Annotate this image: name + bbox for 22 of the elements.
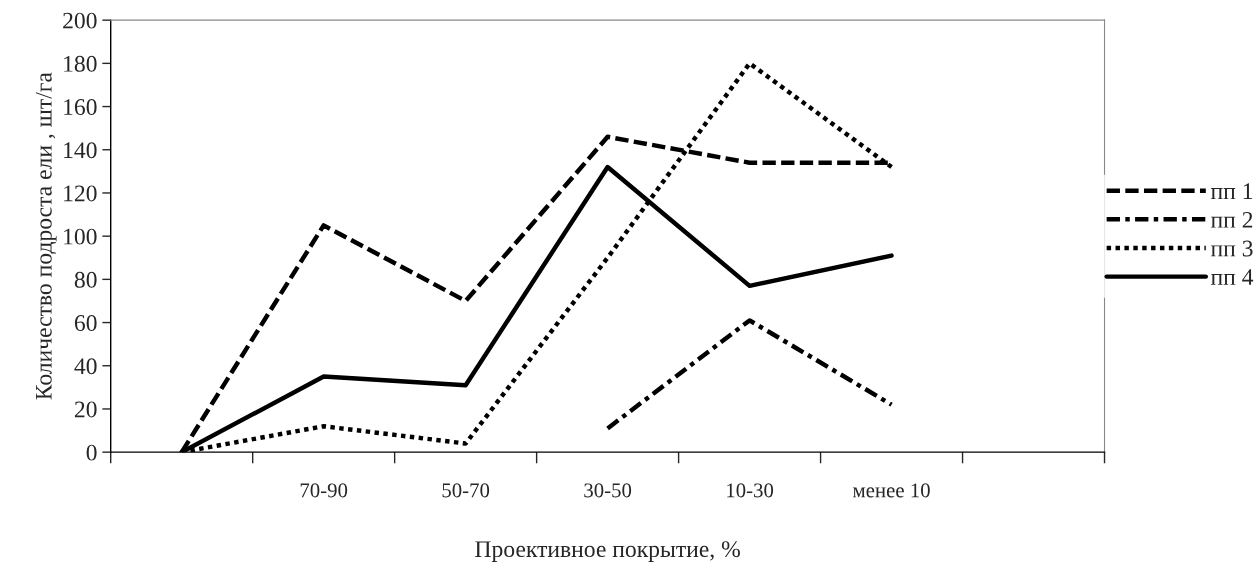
y-tick-label: 140 xyxy=(64,142,97,159)
y-tick-label: 80 xyxy=(74,271,97,288)
legend-label: пп 2 xyxy=(1210,211,1253,228)
legend-label: пп 4 xyxy=(1210,269,1254,285)
y-tick-label: 160 xyxy=(64,99,97,115)
y-tick-label: 60 xyxy=(74,315,97,331)
y-axis-title: Количество подроста ели , шт/га xyxy=(35,72,57,400)
legend-label: пп 1 xyxy=(1210,183,1253,199)
y-tick-label: 0 xyxy=(86,444,97,461)
x-tick-label: менее 10 xyxy=(852,483,930,498)
y-tick-label: 120 xyxy=(64,185,97,202)
x-tick-label: 50-70 xyxy=(442,483,490,498)
y-tick-label: 100 xyxy=(64,228,97,245)
x-tick-label: 10-30 xyxy=(727,483,774,498)
x-tick-label: 30-50 xyxy=(584,483,632,498)
legend-label: пп 3 xyxy=(1210,240,1253,257)
x-axis-title: Проективное покрытие, % xyxy=(475,541,740,562)
y-tick-label: 180 xyxy=(64,55,97,72)
y-tick-label: 20 xyxy=(74,401,97,418)
y-tick-label: 40 xyxy=(74,358,97,375)
y-tick-label: 200 xyxy=(63,12,97,29)
x-tick-label: 70-90 xyxy=(300,483,348,498)
